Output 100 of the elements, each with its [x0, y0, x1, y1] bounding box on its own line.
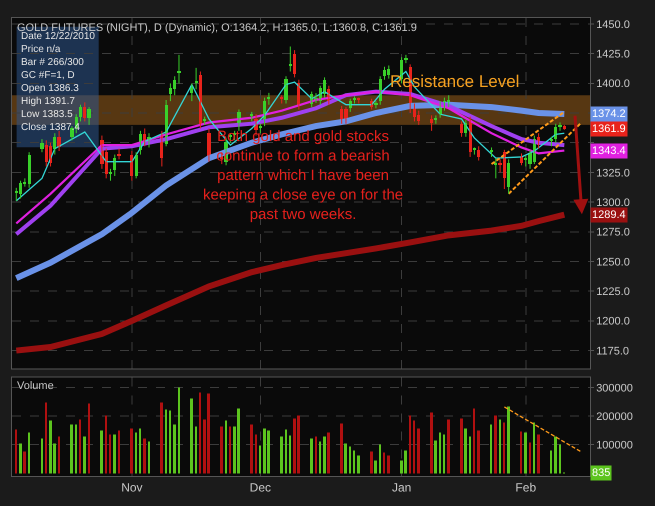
- bar: [524, 432, 527, 474]
- bar: [15, 430, 17, 474]
- bar: [327, 432, 330, 474]
- bar: [195, 426, 197, 474]
- bar: [289, 436, 291, 474]
- bar: [75, 424, 77, 474]
- bar: [353, 450, 355, 474]
- y-tick-label: 1250.0: [596, 256, 630, 268]
- x-tick-label: Feb: [515, 480, 536, 494]
- bar: [374, 460, 377, 474]
- bar: [310, 438, 313, 474]
- bar: [83, 436, 86, 474]
- bar: [229, 426, 231, 474]
- bar: [387, 456, 390, 474]
- bar: [280, 436, 283, 474]
- bar: [494, 416, 497, 474]
- bar: [490, 424, 492, 474]
- bar: [340, 424, 343, 474]
- y-tick-label: 1325.0: [596, 167, 630, 180]
- bar: [473, 408, 475, 474]
- bar: [225, 420, 227, 474]
- bar: [169, 410, 171, 474]
- bar: [554, 436, 557, 474]
- y-tick-label: 200000: [596, 410, 633, 423]
- annotation: 835: [592, 467, 610, 479]
- bar: [409, 416, 411, 474]
- bar: [148, 442, 150, 474]
- bar: [413, 420, 415, 474]
- bar: [434, 440, 437, 474]
- bar: [173, 424, 176, 474]
- bar: [45, 402, 47, 474]
- bar: [190, 398, 193, 474]
- bar: [135, 432, 137, 474]
- y-tick-label: 1300.0: [596, 196, 630, 209]
- line-series: [16, 70, 565, 202]
- bar: [499, 420, 501, 474]
- bar: [41, 438, 43, 474]
- bar: [529, 442, 531, 474]
- y-tick-label: 1225.0: [596, 286, 630, 298]
- bar: [379, 444, 381, 474]
- bar: [49, 420, 52, 474]
- bar: [118, 430, 120, 474]
- bar: [178, 388, 180, 474]
- bar: [349, 446, 351, 474]
- bar: [113, 434, 116, 474]
- bar: [503, 422, 505, 474]
- bar: [357, 456, 360, 474]
- bar: [263, 428, 266, 474]
- bar: [130, 428, 133, 474]
- annotation: 1289.4: [592, 209, 626, 221]
- bar: [259, 446, 261, 474]
- x-tick-label: Nov: [121, 480, 143, 494]
- y-tick-label: 1400.0: [596, 78, 630, 90]
- bar: [109, 434, 111, 474]
- y-tick-label: 1450.0: [596, 18, 630, 31]
- bar: [139, 428, 141, 474]
- bar: [255, 434, 257, 474]
- bar: [507, 406, 510, 474]
- bar: [477, 430, 480, 474]
- bar: [417, 428, 420, 474]
- bar: [199, 392, 201, 474]
- annotation: 1361.9: [592, 123, 626, 135]
- bar: [250, 424, 253, 474]
- y-tick-label: 1175.0: [596, 345, 630, 358]
- y-tick-label: 1425.0: [596, 48, 630, 60]
- bar: [70, 424, 73, 474]
- bar: [237, 408, 240, 474]
- bar: [469, 436, 471, 474]
- bar: [559, 444, 561, 474]
- bar: [323, 436, 326, 474]
- bar: [443, 434, 445, 474]
- bar: [105, 416, 107, 474]
- bar: [58, 436, 60, 474]
- bar: [464, 428, 467, 474]
- x-tick-label: Dec: [250, 480, 271, 494]
- bar: [19, 444, 22, 474]
- bar: [460, 418, 463, 474]
- bar: [207, 394, 210, 474]
- bar: [285, 430, 287, 474]
- bar: [550, 450, 552, 474]
- x-tick-label: Jan: [392, 480, 412, 494]
- y-tick-label: 1200.0: [596, 316, 630, 328]
- bar: [28, 432, 30, 474]
- bar: [88, 404, 90, 474]
- y-tick-label: 300000: [596, 382, 633, 394]
- bar: [430, 412, 433, 474]
- bar: [100, 430, 103, 474]
- bar: [143, 438, 146, 474]
- bar: [165, 410, 167, 474]
- bar: [383, 452, 385, 474]
- bar: [319, 442, 321, 474]
- bar: [344, 444, 347, 474]
- bar: [267, 430, 270, 474]
- bar: [160, 402, 163, 474]
- bar: [520, 432, 522, 474]
- y-tick-label: 1275.0: [596, 226, 630, 239]
- bar: [447, 420, 450, 474]
- annotation: 1343.4: [592, 145, 626, 157]
- chart-title: Volume: [17, 380, 54, 392]
- bar: [537, 434, 540, 474]
